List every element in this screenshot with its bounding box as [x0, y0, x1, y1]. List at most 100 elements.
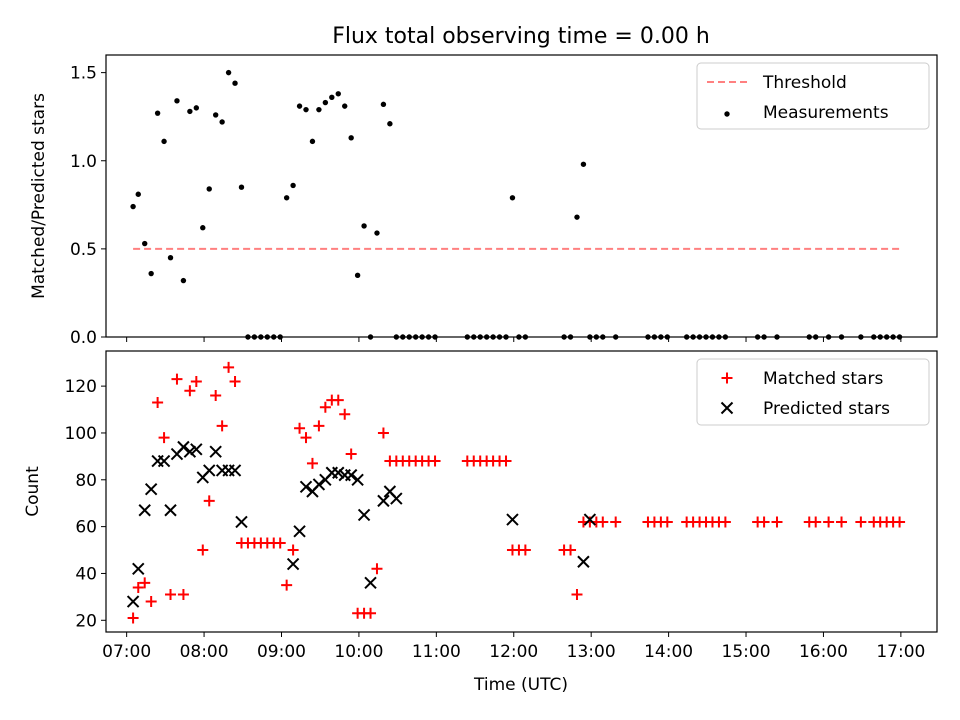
measurement-point: [509, 195, 516, 201]
measurement-point: [825, 334, 832, 340]
measurement-point: [890, 334, 896, 340]
x-tick-label: 13:00: [567, 642, 616, 662]
matched-star-point: [771, 516, 783, 528]
matched-star-point: [610, 516, 622, 528]
predicted-star-point: [235, 515, 248, 529]
matched-star-point: [894, 516, 906, 528]
measurement-point: [483, 334, 490, 340]
measurement-point: [296, 103, 303, 109]
measurement-point: [232, 80, 238, 86]
measurement-point: [709, 334, 716, 340]
measurement-point: [722, 334, 729, 340]
measurement-point: [342, 103, 348, 109]
measurement-point: [645, 334, 651, 340]
measurement-point: [367, 334, 374, 340]
measurement-point: [225, 69, 232, 76]
matched-star-point: [571, 589, 583, 601]
measurement-point: [761, 334, 767, 340]
measurement-point: [335, 91, 341, 97]
measurement-point: [561, 334, 567, 340]
measurement-point: [316, 106, 322, 113]
predicted-star-point: [228, 464, 242, 477]
matched-star-point: [184, 385, 196, 397]
matched-star-point: [203, 495, 215, 507]
matched-star-point: [216, 420, 228, 432]
predicted-star-point: [377, 494, 390, 508]
bottom-y-tick-label: 20: [75, 611, 97, 631]
matched-star-point: [823, 516, 835, 528]
measurement-point: [277, 334, 283, 340]
matched-star-point: [210, 389, 222, 401]
matched-star-point: [223, 361, 235, 373]
measurement-point: [490, 334, 496, 340]
legend-matched-swatch: [721, 372, 733, 384]
measurement-point: [309, 138, 316, 145]
measurement-point: [464, 334, 471, 340]
bottom-panel: 20 40 60 80 100 120 07:00 08:00 09:00 10:00 11:00 1…: [23, 350, 938, 662]
predicted-star-point: [312, 478, 326, 491]
matched-star-point: [145, 596, 157, 608]
measurement-point: [206, 186, 212, 192]
top-y-tick-label: 0.5: [70, 240, 97, 260]
measurement-point: [290, 182, 296, 189]
measurement-point: [200, 225, 206, 231]
legend-label: Predicted stars: [763, 399, 890, 419]
measurement-point: [393, 334, 400, 340]
matched-star-point: [306, 457, 318, 469]
x-tick-label: 08:00: [180, 642, 229, 662]
measurement-point: [716, 334, 722, 340]
measurement-point: [567, 334, 574, 340]
legend-label: Threshold: [762, 73, 847, 93]
predicted-star-point: [177, 440, 190, 454]
matched-star-point: [429, 455, 441, 467]
measurement-point: [587, 334, 593, 340]
predicted-star-point: [157, 454, 171, 468]
measurement-point: [683, 334, 690, 340]
measurement-point: [193, 105, 200, 111]
bottom-y-tick-label: 40: [75, 564, 97, 584]
measurement-point: [858, 334, 864, 340]
top-y-tick-label: 0.0: [70, 328, 97, 348]
matched-star-point: [565, 544, 577, 556]
matched-star-point: [339, 408, 351, 420]
measurement-point: [251, 334, 258, 340]
measurement-point: [245, 334, 251, 340]
measurement-point: [374, 230, 380, 236]
measurement-point: [219, 119, 225, 125]
top-y-tick-label: 1.5: [70, 64, 97, 84]
measurement-point: [754, 334, 761, 340]
measurement-point: [503, 334, 509, 340]
x-tick-label: 17:00: [876, 642, 925, 662]
predicted-star-point: [209, 445, 222, 458]
predicted-star-point: [138, 504, 151, 517]
bottom-y-tick-label: 100: [65, 424, 97, 444]
matched-star-point: [371, 563, 383, 575]
predicted-star-point: [390, 492, 403, 505]
matched-star-point: [229, 375, 241, 387]
measurement-point: [412, 334, 419, 340]
matched-star-point: [836, 516, 848, 528]
chart-title: Flux total observing time = 0.00 h: [332, 24, 710, 49]
matched-star-point: [287, 544, 299, 556]
measurement-point: [651, 334, 658, 340]
measurement-point: [774, 334, 780, 340]
matched-star-point: [319, 401, 331, 413]
measurement-point: [806, 334, 812, 340]
x-tick-label: 09:00: [257, 642, 306, 662]
measurement-point: [838, 334, 845, 340]
matched-star-point: [365, 607, 377, 619]
x-tick-label: 16:00: [799, 642, 848, 662]
measurement-point: [574, 214, 580, 220]
predicted-star-point: [344, 468, 358, 482]
legend-label: Matched stars: [763, 369, 883, 389]
measurement-point: [496, 334, 503, 340]
x-tick-label: 12:00: [489, 642, 538, 662]
measurement-point: [664, 334, 671, 340]
predicted-star-point: [203, 464, 216, 477]
predicted-star-point: [583, 513, 597, 526]
measurement-point: [432, 334, 438, 340]
predicted-star-point: [132, 562, 145, 575]
predicted-star-point: [164, 504, 177, 517]
legend-predicted-swatch: [720, 401, 734, 415]
